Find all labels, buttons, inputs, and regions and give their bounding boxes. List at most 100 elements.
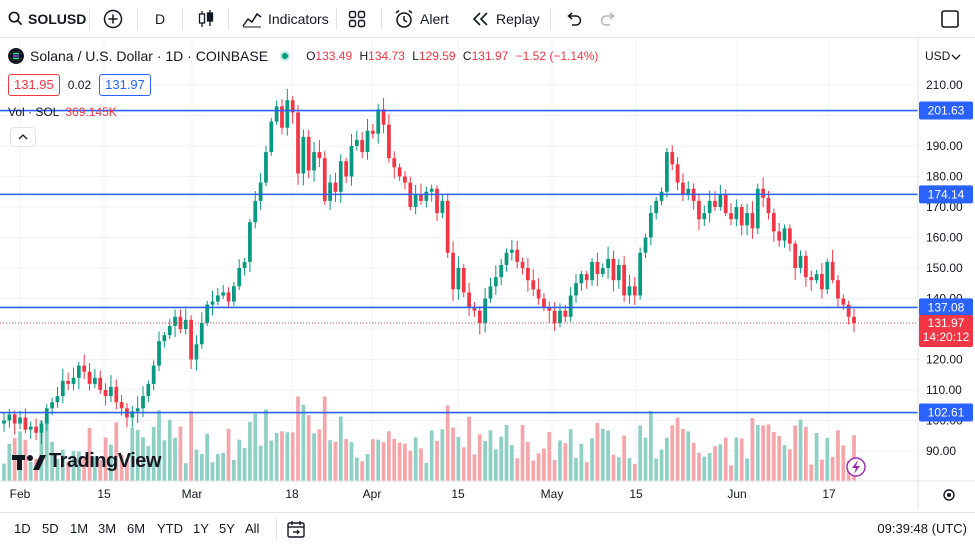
chart-type-button[interactable] [197, 0, 215, 37]
volume-bar [50, 441, 54, 481]
candle-body [574, 283, 578, 296]
candle-body [707, 200, 712, 214]
volume-bar [360, 461, 365, 481]
legend-title[interactable]: Solana / U.S. Dollar · 1D · COINBASE [30, 48, 269, 64]
redo-icon [600, 11, 618, 26]
volume-bar [349, 442, 354, 481]
candle-body [333, 182, 338, 192]
volume-bar [167, 419, 172, 481]
candle-body [2, 420, 6, 424]
volume-bar [729, 465, 733, 481]
horizontal-line-label-text: 137.08 [928, 300, 965, 314]
toolbar-divider [276, 518, 277, 540]
volume-bar [472, 454, 477, 481]
candle-body [472, 307, 477, 311]
volume-bar [387, 431, 391, 481]
price-chart[interactable]: 210.00200.00190.00180.00170.00160.00150.… [0, 38, 975, 508]
range-1y-button[interactable]: 1Y [193, 521, 209, 536]
volume-bar [606, 430, 610, 481]
fullscreen-button[interactable] [940, 0, 960, 37]
chevron-up-icon [18, 134, 28, 140]
candle-body [135, 408, 140, 412]
alert-button[interactable]: Alert [394, 0, 449, 37]
goto-date-button[interactable] [286, 519, 306, 544]
volume-label[interactable]: Vol · SOL [8, 105, 60, 119]
candle-body [290, 100, 295, 113]
chevron-down-icon [951, 54, 961, 60]
candle-body [60, 380, 65, 397]
volume-bar [547, 432, 552, 481]
time-tick-label: 15 [451, 487, 465, 501]
chart-settings-button[interactable] [943, 489, 955, 501]
ask-price[interactable]: 131.97 [99, 74, 151, 96]
redo-button[interactable] [600, 0, 618, 37]
volume-bar [477, 434, 482, 481]
symbol-label: SOLUSD [28, 10, 87, 27]
replay-button[interactable]: Replay [472, 0, 540, 37]
candle-body [141, 396, 145, 409]
tradingview-logo[interactable]: TradingView [12, 450, 161, 473]
candle-body [119, 402, 124, 409]
range-3m-button[interactable]: 3M [98, 521, 117, 536]
volume-bar [215, 454, 220, 481]
volume-bar [793, 425, 798, 481]
grid-icon [348, 10, 366, 28]
candle-body [445, 200, 450, 253]
candle-body [264, 152, 268, 183]
candle-body [622, 264, 626, 296]
utc-clock[interactable]: 09:39:48 (UTC) [877, 521, 967, 536]
candle-body [509, 249, 514, 253]
volume-bar [531, 460, 536, 481]
currency-selector[interactable]: USD [925, 49, 961, 63]
symbol-search[interactable]: SOLUSD [8, 0, 86, 37]
volume-bar [296, 396, 300, 481]
volume-bar [381, 442, 386, 481]
interval-label: D [155, 10, 166, 27]
volume-bar [782, 445, 787, 481]
candle-body [681, 182, 685, 195]
volume-bar [66, 461, 71, 481]
templates-button[interactable] [348, 0, 366, 37]
horizontal-line-label-text: 102.61 [928, 406, 965, 420]
candle-body [483, 298, 488, 323]
candle-body [611, 258, 616, 281]
candle-body [547, 307, 552, 311]
flash-icon[interactable] [846, 457, 866, 477]
range-5y-button[interactable]: 5Y [219, 521, 235, 536]
collapse-legend-button[interactable] [10, 127, 36, 147]
volume-bar [675, 417, 680, 481]
compare-button[interactable] [103, 0, 123, 37]
volume-bar [461, 447, 466, 481]
candle-body [771, 213, 776, 232]
volume-value: 369.145K [65, 105, 117, 119]
candle-body [568, 295, 573, 317]
candle-body [221, 292, 226, 296]
range-5d-button[interactable]: 5D [42, 521, 59, 536]
bar-countdown: 14:20:12 [923, 330, 970, 344]
volume-bar [648, 410, 653, 481]
candle-body [739, 207, 744, 226]
candle-body [750, 213, 755, 229]
range-6m-button[interactable]: 6M [127, 521, 146, 536]
chart-grid [0, 38, 918, 481]
bid-price[interactable]: 131.95 [8, 74, 60, 96]
volume-bar [2, 463, 6, 481]
candle-body [787, 228, 792, 244]
candle-body [648, 213, 653, 238]
interval-button[interactable]: D [155, 0, 165, 37]
range-1m-button[interactable]: 1M [70, 521, 89, 536]
volume-bar [397, 442, 402, 481]
candle-body [248, 222, 252, 262]
range-ytd-button[interactable]: YTD [157, 521, 183, 536]
volume-bar [798, 419, 803, 481]
candle-body [376, 109, 381, 134]
range-1d-button[interactable]: 1D [14, 521, 31, 536]
indicators-button[interactable]: Indicators [242, 0, 329, 37]
undo-button[interactable] [564, 0, 582, 37]
volume-bar [232, 459, 236, 481]
volume-bar [210, 462, 215, 481]
candle-body [66, 380, 71, 384]
candle-body [670, 152, 675, 165]
chart-pane[interactable]: 210.00200.00190.00180.00170.00160.00150.… [0, 38, 975, 508]
range-all-button[interactable]: All [245, 521, 260, 536]
